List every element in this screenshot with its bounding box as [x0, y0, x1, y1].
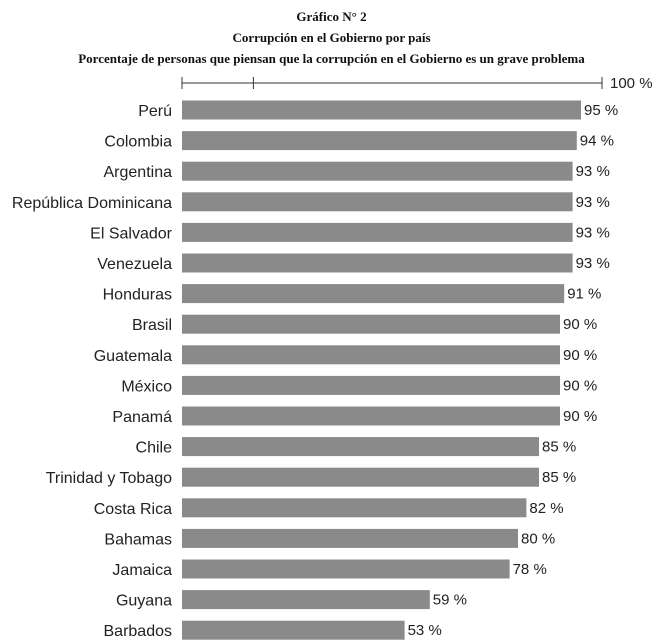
chart-titles: Gráfico N° 2 Corrupción en el Gobierno p…	[0, 6, 663, 69]
category-label: Costa Rica	[94, 501, 172, 518]
bar	[182, 498, 527, 518]
value-label: 78 %	[513, 561, 547, 578]
bar	[182, 620, 405, 640]
chart-title: Gráfico N° 2	[296, 9, 367, 24]
bar	[182, 284, 565, 304]
bar	[182, 528, 518, 548]
category-label: Bahamas	[104, 531, 172, 548]
value-label: 85 %	[542, 439, 576, 456]
category-label: Perú	[138, 103, 172, 120]
category-label: Barbados	[104, 623, 173, 640]
value-label: 80 %	[521, 530, 555, 547]
value-label: 53 %	[408, 622, 442, 639]
value-label: 90 %	[563, 316, 597, 333]
value-label: 90 %	[563, 408, 597, 425]
bar	[182, 314, 560, 334]
bars-group: Perú 95 % Colombia 94 % Argentina 93 % Repúbli…	[12, 100, 618, 640]
value-label: 93 %	[576, 255, 610, 272]
category-label: República Dominicana	[12, 195, 172, 212]
value-label: 91 %	[567, 286, 601, 303]
bar	[182, 161, 573, 181]
bar	[182, 100, 581, 120]
value-label: 93 %	[576, 163, 610, 180]
value-label: 90 %	[563, 347, 597, 364]
category-label: Trinidad y Tobago	[46, 470, 172, 487]
category-label: Guyana	[116, 593, 172, 610]
category-label: Colombia	[104, 134, 172, 151]
bar	[182, 253, 573, 273]
bar	[182, 406, 560, 426]
bar	[182, 131, 577, 151]
category-label: Honduras	[103, 287, 172, 304]
category-label: Guatemala	[94, 348, 172, 365]
bar	[182, 467, 539, 487]
x-axis-max-label: 100 %	[610, 75, 653, 92]
category-label: Jamaica	[112, 562, 172, 579]
value-label: 82 %	[529, 500, 563, 517]
value-label: 93 %	[576, 224, 610, 241]
category-label: Argentina	[104, 164, 173, 181]
category-label: El Salvador	[90, 225, 172, 242]
category-label: Brasil	[132, 317, 172, 334]
value-label: 93 %	[576, 194, 610, 211]
value-label: 85 %	[542, 469, 576, 486]
chart-subtitle: Corrupción en el Gobierno por país	[232, 30, 431, 45]
chart-subtitle-2: Porcentaje de personas que piensan que l…	[78, 51, 585, 66]
bar	[182, 437, 539, 457]
value-label: 59 %	[433, 592, 467, 609]
value-label: 95 %	[584, 102, 618, 119]
bar	[182, 590, 430, 610]
category-label: Panamá	[112, 409, 172, 426]
bar	[182, 222, 573, 242]
category-label: Chile	[136, 440, 173, 457]
bar	[182, 375, 560, 395]
bar	[182, 559, 510, 579]
bar	[182, 192, 573, 212]
bar	[182, 345, 560, 365]
value-label: 94 %	[580, 133, 614, 150]
x-axis: 100 %	[181, 75, 653, 92]
category-label: México	[121, 378, 172, 395]
value-label: 90 %	[563, 377, 597, 394]
category-label: Venezuela	[97, 256, 172, 273]
